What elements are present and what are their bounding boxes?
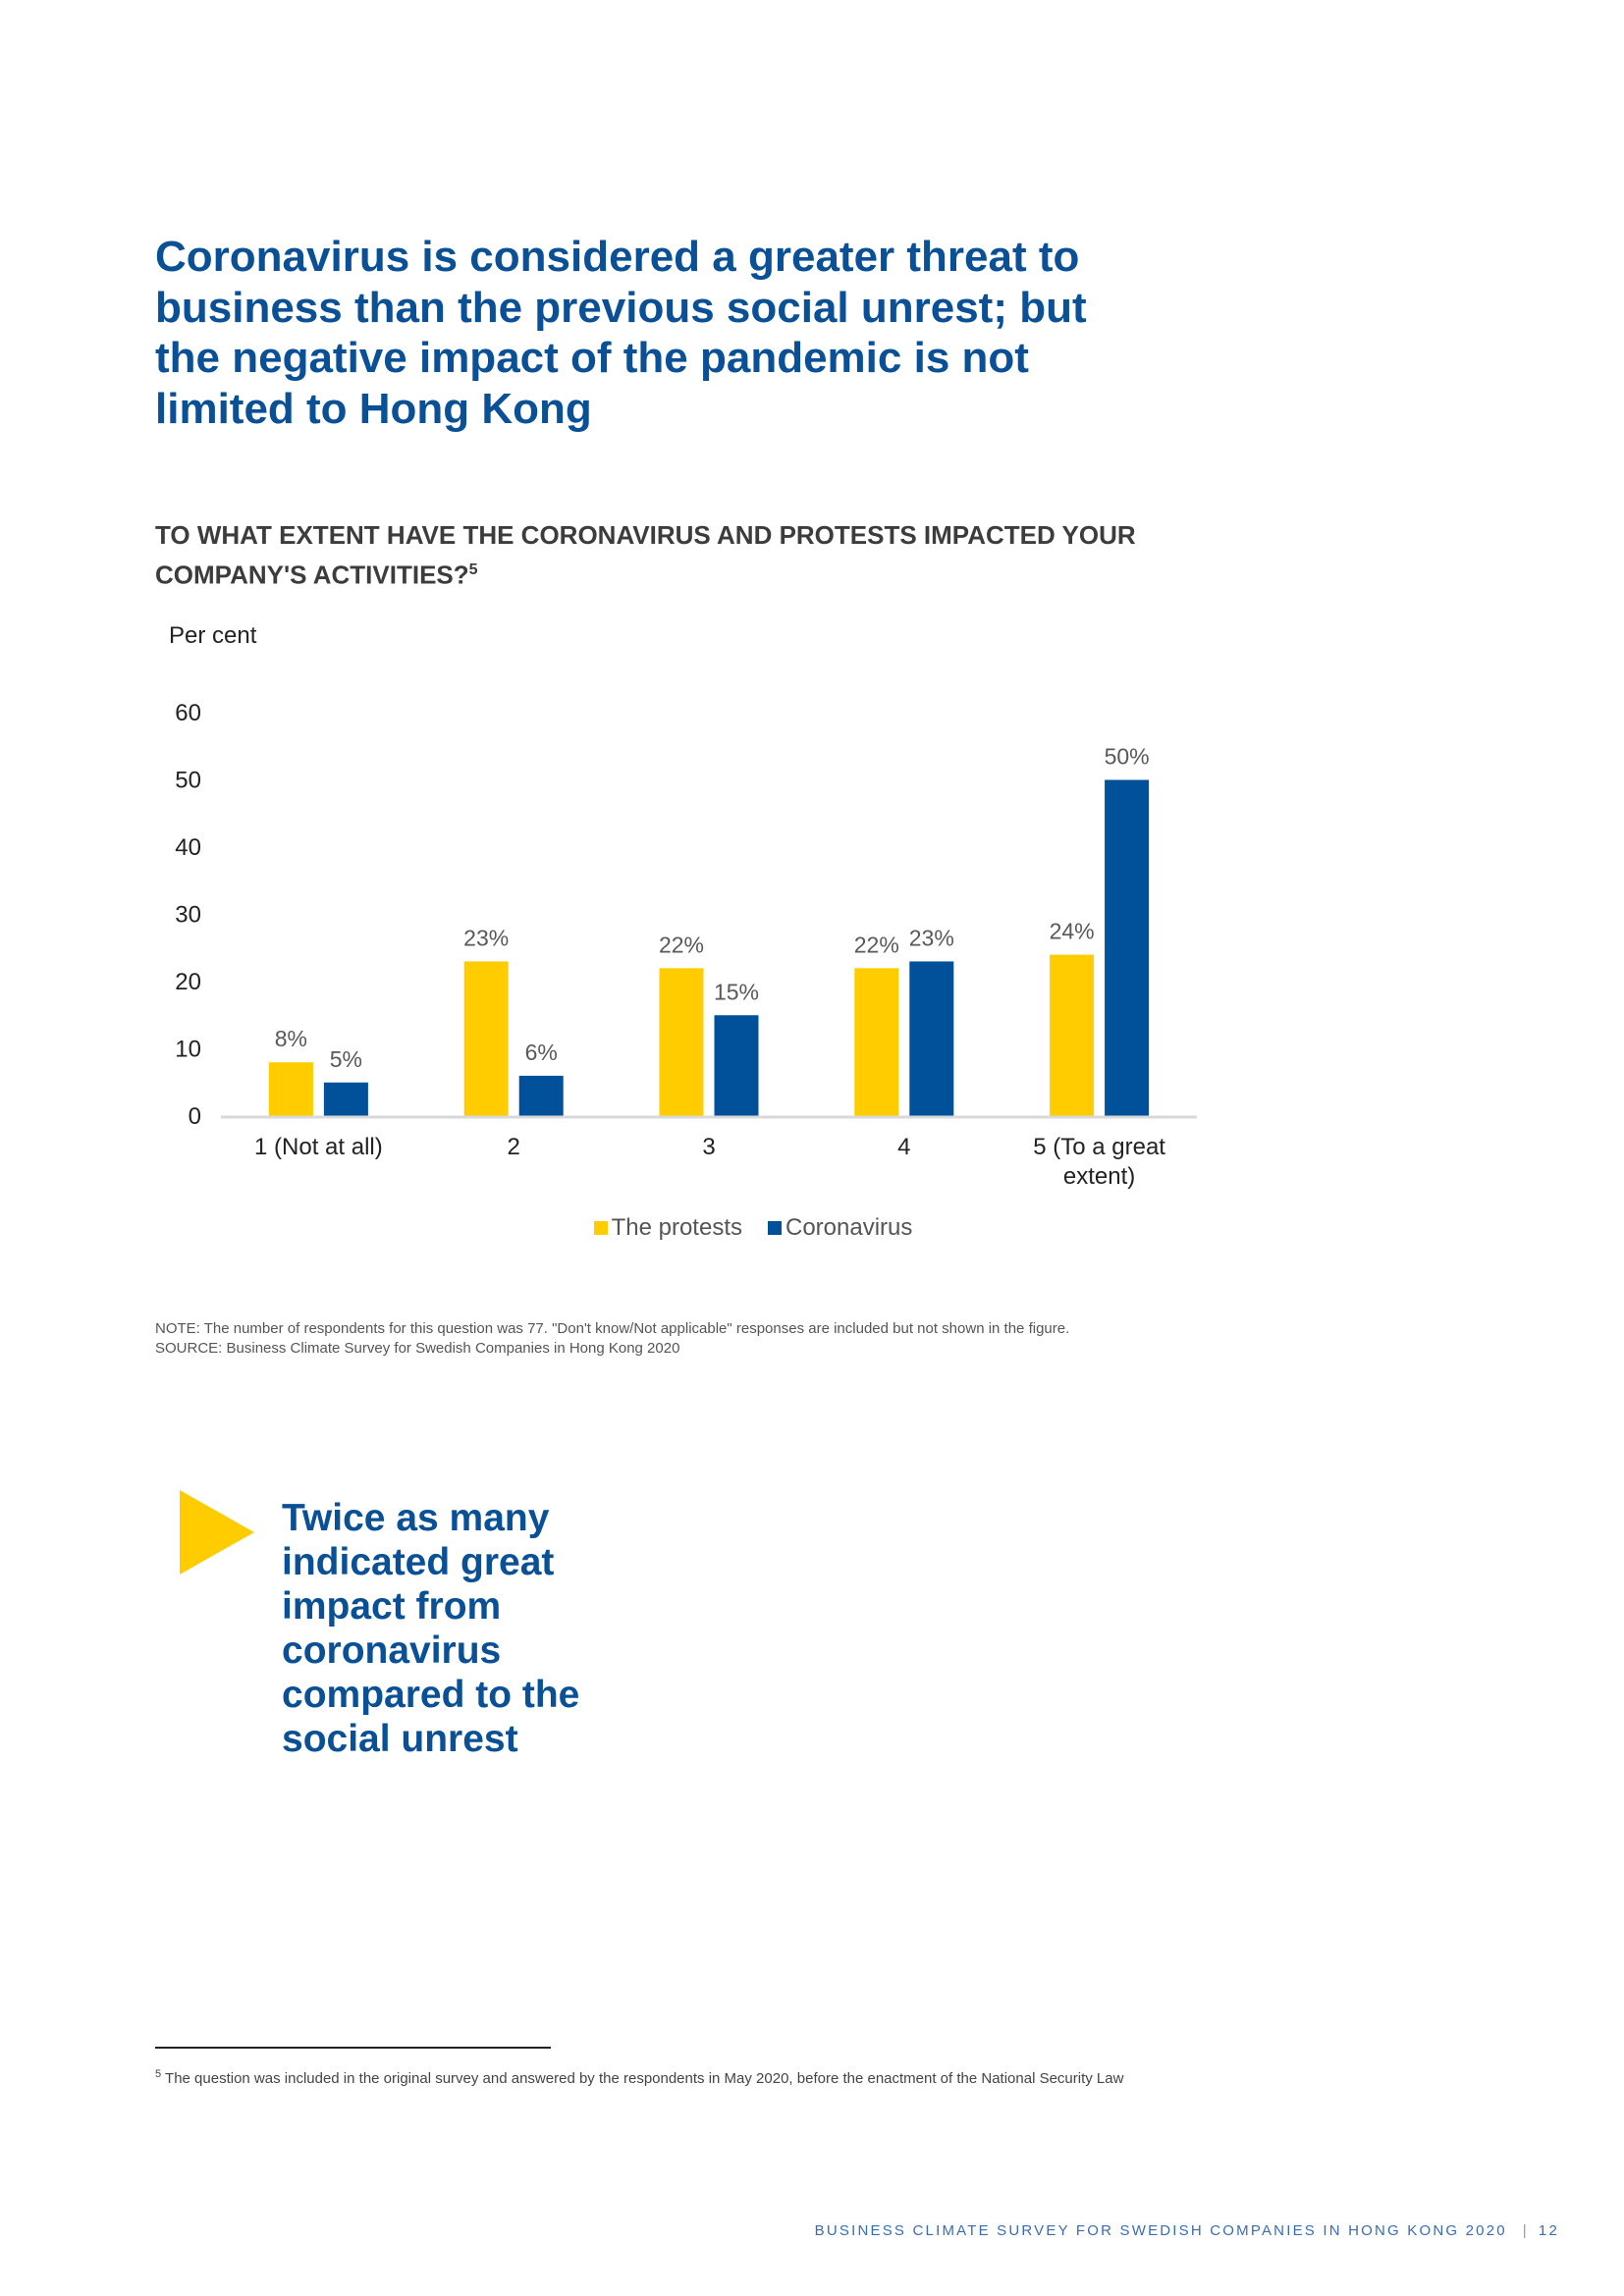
bar-coronavirus [714,1015,759,1116]
data-label: 22% [854,932,899,957]
chart-notes: NOTE: The number of respondents for this… [155,1319,1137,1359]
bar-protests [1050,954,1095,1116]
page-number: 12 [1538,2222,1559,2239]
data-label: 5% [330,1046,362,1072]
data-label: 8% [275,1026,307,1051]
chart-question: TO WHAT EXTENT HAVE THE CORONAVIRUS AND … [155,518,1137,593]
bar-protests [854,968,899,1116]
y-tick-label: 50 [175,768,201,794]
data-label: 22% [659,932,704,957]
x-tick-label: 3 [702,1134,715,1160]
footnote-number: 5 [155,2068,162,2080]
bar-protests [463,961,509,1116]
legend-item-coronavirus: Coronavirus [768,1214,912,1242]
x-tick-label: 1 (Not at all) [254,1134,383,1160]
y-tick-label: 0 [189,1103,201,1130]
bar-coronavirus [518,1075,564,1116]
x-tick-label: extent) [1063,1163,1135,1190]
legend-swatch-protests [593,1221,608,1235]
data-label: 23% [463,925,509,950]
legend-item-protests: The protests [593,1214,742,1242]
y-tick-label: 40 [175,834,201,861]
footer-title: BUSINESS CLIMATE SURVEY FOR SWEDISH COMP… [814,2222,1507,2239]
footnote-divider [155,2047,551,2049]
footnote: 5 The question was included in the origi… [155,2064,1137,2089]
bar-chart: 0 10 20 30 40 50 60 8% 5% 23% 6% 22% 15% 22% 23% 24% 50… [175,700,1197,1190]
y-tick-label: 30 [175,902,201,929]
question-text: TO WHAT EXTENT HAVE THE CORONAVIRUS AND … [155,520,1136,590]
x-tick-label: 5 (To a great [1033,1134,1165,1160]
data-label: 24% [1050,919,1095,944]
x-tick-label: 2 [508,1134,520,1160]
data-label: 6% [525,1040,558,1065]
bar-coronavirus [323,1082,368,1116]
legend-label: The protests [611,1214,742,1241]
y-tick-label: 10 [175,1037,201,1063]
bar-protests [268,1062,313,1116]
legend-label: Coronavirus [785,1214,913,1241]
data-label: 15% [714,979,759,1004]
legend-swatch-coronavirus [768,1221,782,1235]
data-label: 50% [1105,744,1150,770]
footnote-text: The question was included in the origina… [165,2070,1124,2087]
bar-coronavirus [909,961,954,1116]
y-axis-unit: Per cent [169,622,257,649]
page-footer: BUSINESS CLIMATE SURVEY FOR SWEDISH COMP… [815,2222,1559,2239]
footnote-ref: 5 [468,561,478,578]
play-arrow-icon [180,1490,254,1575]
data-label: 23% [909,925,954,950]
source-text: SOURCE: Business Climate Survey for Swed… [155,1340,680,1357]
chart-legend: The protests Coronavirus [0,1214,1565,1242]
callout-text: Twice as many indicated great impact fro… [282,1497,580,1760]
note-text: NOTE: The number of respondents for this… [155,1320,1070,1337]
y-tick-label: 20 [175,969,201,995]
x-tick-label: 4 [897,1134,910,1160]
y-tick-label: 60 [175,700,201,726]
footer-separator: | [1522,2222,1529,2239]
bar-coronavirus [1105,779,1150,1116]
bar-protests [659,968,704,1116]
page-headline: Coronavirus is considered a greater thre… [155,233,1087,433]
